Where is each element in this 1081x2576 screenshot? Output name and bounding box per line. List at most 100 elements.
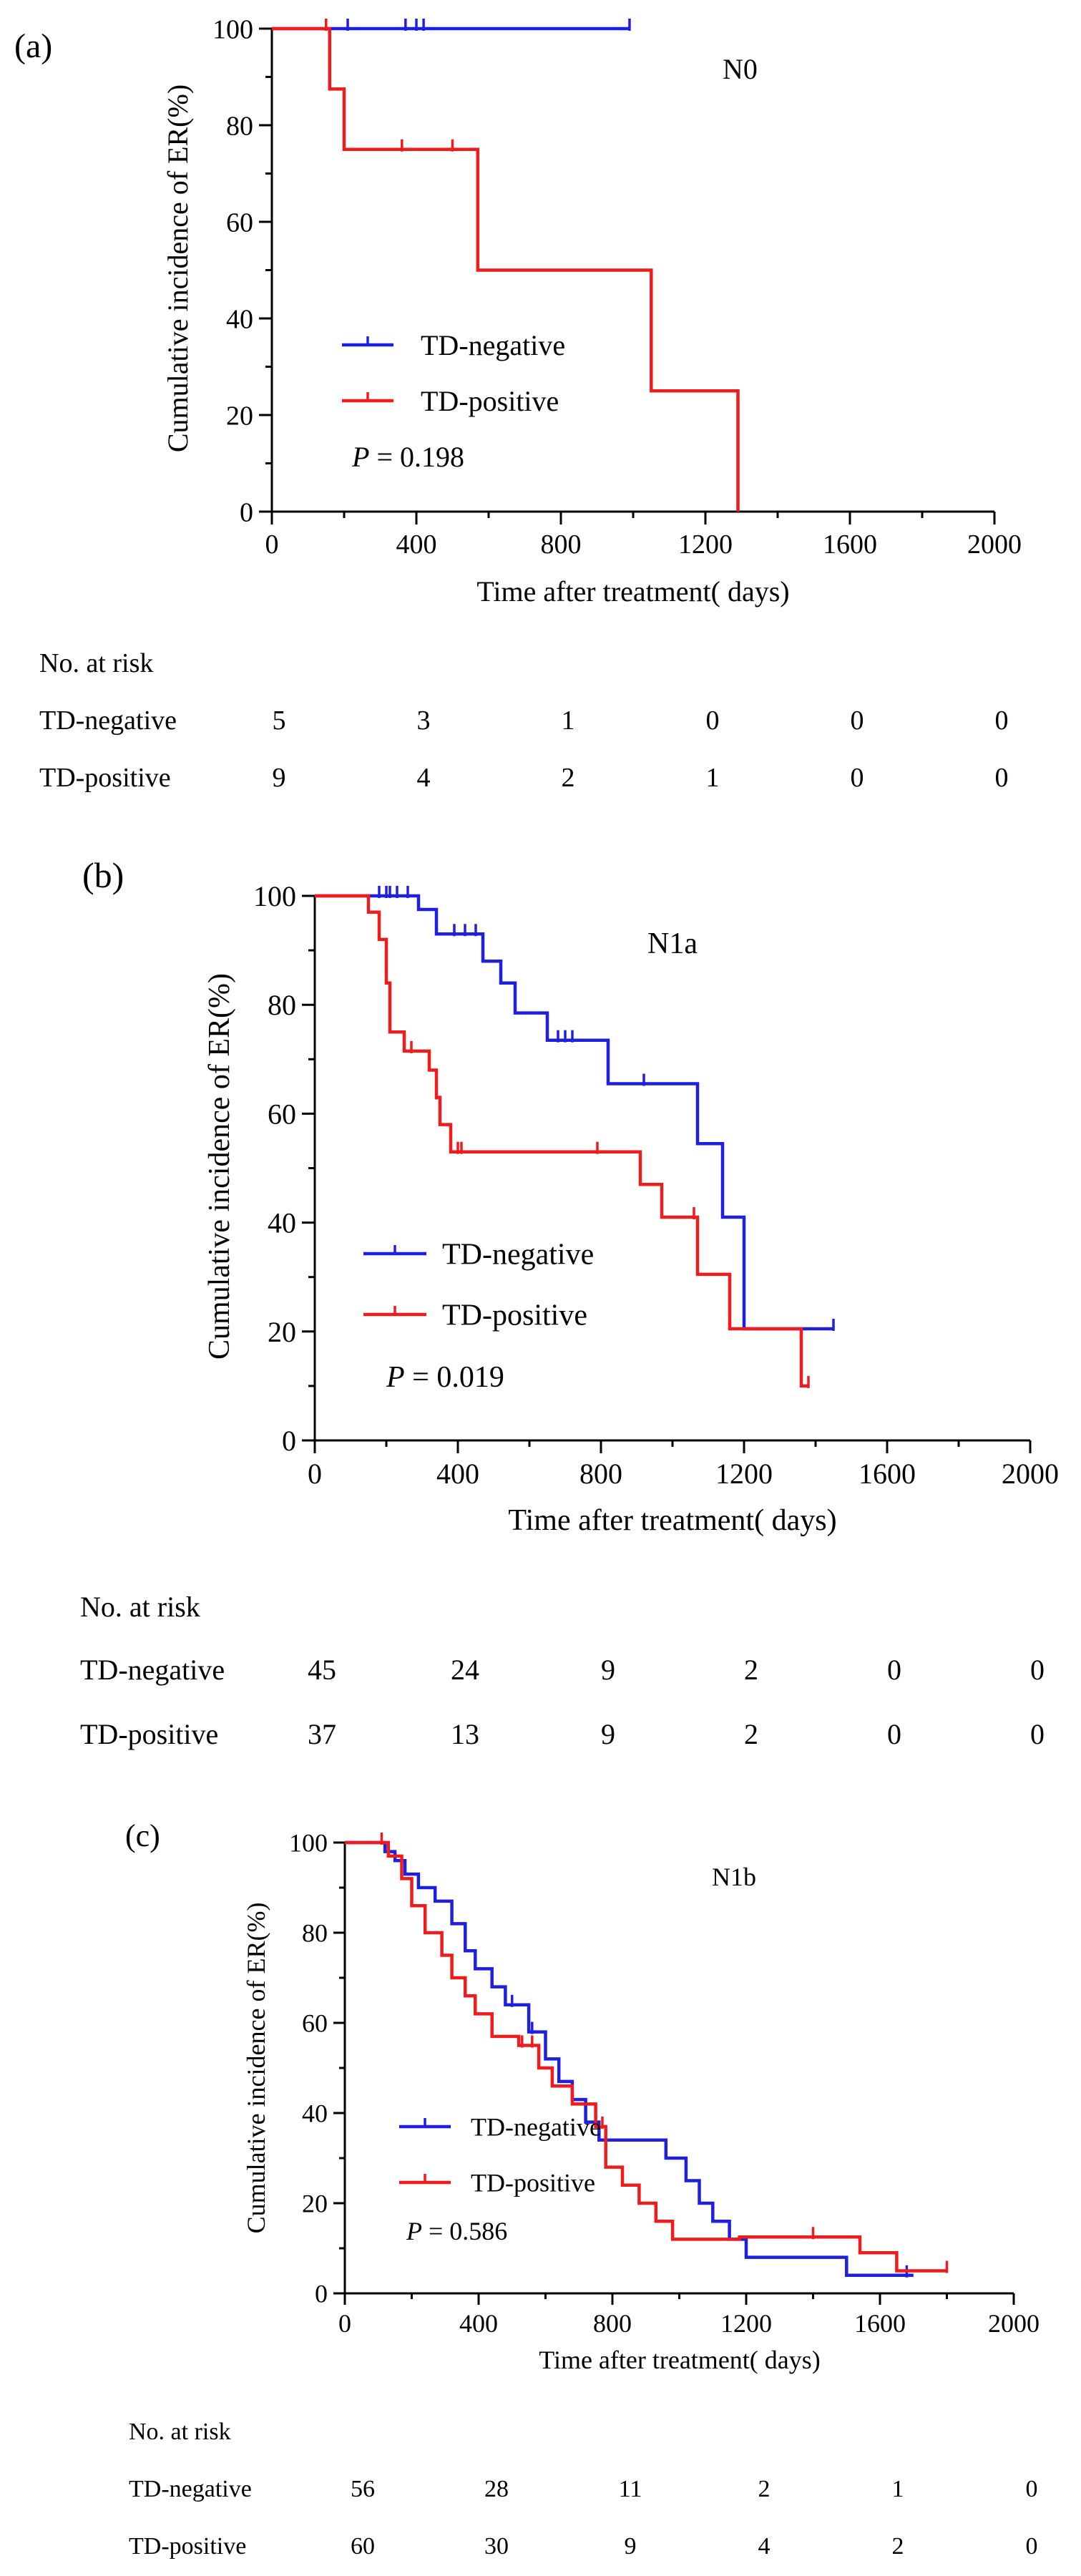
x-tick-label: 1600 [859,1458,916,1490]
risk-count: 0 [850,763,864,793]
p-value: P = 0.019 [386,1361,504,1394]
y-tick-label: 20 [268,1316,296,1348]
chart-svg-a: 0 20 40 60 80 100 0 400 800 1200 1600 2000 (a) N0 Cumu… [14,14,1022,608]
x-axis-label: Time after treatment( days) [539,2346,821,2374]
risk-count: 60 [351,2533,375,2560]
risk-count: 2 [744,1654,758,1686]
risk-row-label: TD-positive [129,2533,247,2560]
series-line-td-positive [272,26,740,512]
risk-count: 2 [744,1718,758,1750]
risk-count: 5 [272,706,286,736]
risk-count: 0 [1030,1718,1045,1750]
risk-count: 2 [561,763,575,793]
y-tick-label: 100 [289,1829,328,1858]
risk-count: 0 [887,1718,901,1750]
risk-row-label: TD-negative [80,1654,225,1686]
km-panel-n1a: 0 20 40 60 80 100 0 400 800 1200 1600 2000 (b) N1a Cum… [0,830,1081,1589]
y-tick-label: 40 [268,1207,296,1239]
chart-title: N1a [647,927,698,960]
risk-count: 0 [994,706,1009,736]
risk-count: 1 [891,2476,904,2502]
panel-label: (b) [82,855,124,895]
risk-row-label: TD-negative [39,706,177,736]
x-tick-label: 0 [338,2309,351,2338]
x-tick-label: 800 [593,2309,632,2338]
x-tick-label: 2000 [988,2309,1040,2338]
legend-label: TD-positive [442,1299,587,1332]
risk-table: No. at risk TD-negative 56 28 11 2 1 0 TD-positi… [0,2419,1081,2576]
risk-count: 56 [351,2476,375,2502]
y-tick-label: 100 [253,880,296,912]
chart-svg-c: 0 20 40 60 80 100 0 400 800 1200 1600 2000 (c) N1b Cum… [125,1818,1040,2374]
risk-count: 2 [758,2476,771,2502]
risk-count: 4 [758,2533,771,2560]
panel-label: (c) [125,1818,160,1853]
risk-table-title: No. at risk [39,648,154,678]
legend-label: TD-negative [442,1239,594,1272]
risk-count: 0 [994,763,1009,793]
x-tick-label: 1200 [678,530,733,560]
y-tick-label: 60 [302,2009,328,2038]
y-tick-label: 20 [226,401,253,431]
x-axis-label: Time after treatment( days) [476,575,789,608]
x-tick-label: 1600 [823,530,877,560]
risk-count: 9 [272,763,286,793]
risk-row-label: TD-positive [39,763,171,793]
risk-count: 9 [601,1654,615,1686]
risk-count: 1 [705,763,720,793]
y-axis-label: Cumulative incidence of ER(%) [162,84,194,452]
x-tick-label: 0 [265,530,279,560]
risk-row-label: TD-positive [80,1718,219,1750]
y-tick-label: 80 [302,1919,328,1948]
risk-count: 9 [624,2533,637,2560]
series-line-td-negative [315,894,833,1331]
legend-label: TD-negative [471,2113,601,2142]
panel-label: (a) [14,27,52,65]
x-tick-label: 1200 [720,2309,772,2338]
x-tick-label: 2000 [967,530,1022,560]
risk-count: 30 [484,2533,509,2560]
risk-count: 0 [1025,2533,1038,2560]
y-tick-label: 60 [268,1098,296,1130]
legend-label: TD-positive [421,385,559,417]
x-tick-label: 400 [459,2309,498,2338]
risk-count: 0 [850,706,864,736]
risk-count: 0 [1030,1654,1045,1686]
chart-title: N0 [723,53,758,85]
km-panel-n0: 0 20 40 60 80 100 0 400 800 1200 1600 2000 (a) N0 Cumu… [0,0,1081,630]
series-line-td-positive [345,1840,947,2273]
y-tick-label: 0 [315,2280,328,2308]
risk-count: 2 [891,2533,904,2560]
y-tick-label: 60 [226,208,253,238]
risk-count: 28 [484,2476,509,2502]
risk-table: No. at risk TD-negative 5 3 1 0 0 0 TD-positive 9… [0,630,1081,805]
y-tick-label: 100 [212,14,253,44]
y-axis-label: Cumulative incidence of ER(%) [203,973,236,1360]
risk-count: 1 [561,706,575,736]
risk-count: 9 [601,1718,615,1750]
x-tick-label: 400 [396,530,437,560]
risk-count: 3 [416,706,431,736]
risk-count: 0 [887,1654,901,1686]
y-tick-label: 80 [268,989,296,1021]
risk-count: 13 [451,1718,479,1750]
x-axis-label: Time after treatment( days) [508,1504,836,1537]
risk-count: 11 [618,2476,642,2502]
y-tick-label: 0 [282,1425,296,1457]
risk-count: 0 [1025,2476,1038,2502]
x-tick-label: 800 [541,530,582,560]
km-panel-n1b: 0 20 40 60 80 100 0 400 800 1200 1600 2000 (c) N1b Cum… [0,1703,1081,2390]
y-tick-label: 80 [226,111,253,141]
chart-svg-b: 0 20 40 60 80 100 0 400 800 1200 1600 2000 (b) N1a Cum… [82,855,1059,1537]
p-value: P = 0.198 [351,441,464,473]
risk-count: 45 [308,1654,336,1686]
risk-table-title: No. at risk [129,2419,231,2445]
y-tick-label: 40 [226,304,253,334]
y-axis-label: Cumulative incidence of ER(%) [242,1903,270,2234]
risk-count: 37 [308,1718,336,1750]
x-tick-label: 0 [308,1458,322,1490]
legend-label: TD-positive [471,2169,595,2197]
series-line-td-negative [345,1840,914,2278]
x-tick-label: 800 [579,1458,622,1490]
risk-count: 24 [451,1654,479,1686]
